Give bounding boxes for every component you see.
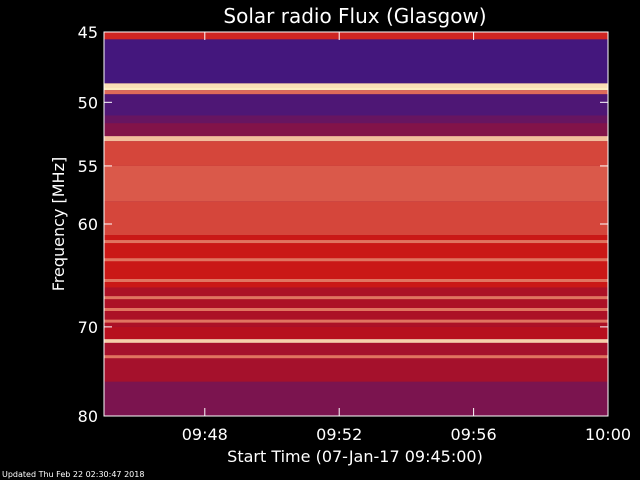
frequency-band bbox=[104, 32, 608, 40]
emission-line bbox=[104, 355, 608, 359]
frequency-band bbox=[104, 235, 608, 288]
frequency-band bbox=[104, 136, 608, 142]
frequency-band bbox=[104, 94, 608, 116]
frequency-band bbox=[104, 87, 608, 91]
y-tick-label: 45 bbox=[78, 23, 98, 42]
emission-lines bbox=[104, 240, 608, 359]
frequency-band bbox=[104, 115, 608, 124]
axes: 45 50 55 60 70 80 09:48 09:52 09:56 10:00 bbox=[78, 23, 631, 444]
x-axis-label: Start Time (07-Jan-17 09:45:00) bbox=[227, 447, 483, 466]
frequency-band bbox=[104, 165, 608, 202]
frequency-band bbox=[104, 201, 608, 236]
updated-timestamp: Updated Thu Feb 22 02:30:47 2018 bbox=[2, 470, 144, 479]
x-tick-label: 09:52 bbox=[316, 425, 362, 444]
y-tick-label: 50 bbox=[78, 93, 98, 112]
emission-line bbox=[104, 319, 608, 323]
frequency-band bbox=[104, 141, 608, 166]
y-tick-label: 55 bbox=[78, 157, 98, 176]
x-tick-label: 10:00 bbox=[585, 425, 631, 444]
emission-line bbox=[104, 307, 608, 311]
y-tick-label: 60 bbox=[78, 215, 98, 234]
frequency-band bbox=[104, 123, 608, 137]
frequency-band bbox=[104, 381, 608, 416]
y-axis-label: Frequency [MHz] bbox=[49, 157, 68, 291]
x-tick-label: 09:56 bbox=[451, 425, 497, 444]
plot-area bbox=[104, 32, 608, 416]
frequency-band bbox=[104, 39, 608, 84]
y-tick-label: 70 bbox=[78, 318, 98, 337]
frequency-band bbox=[104, 83, 608, 88]
emission-line bbox=[104, 296, 608, 300]
frequency-band bbox=[104, 339, 608, 343]
emission-line bbox=[104, 278, 608, 282]
chart-title: Solar radio Flux (Glasgow) bbox=[223, 4, 486, 28]
frequency-band bbox=[104, 326, 608, 340]
emission-line bbox=[104, 258, 608, 262]
frequency-band bbox=[104, 342, 608, 382]
frequency-band bbox=[104, 90, 608, 95]
y-tick-label: 80 bbox=[78, 407, 98, 426]
emission-line bbox=[104, 240, 608, 244]
x-tick-label: 09:48 bbox=[182, 425, 228, 444]
